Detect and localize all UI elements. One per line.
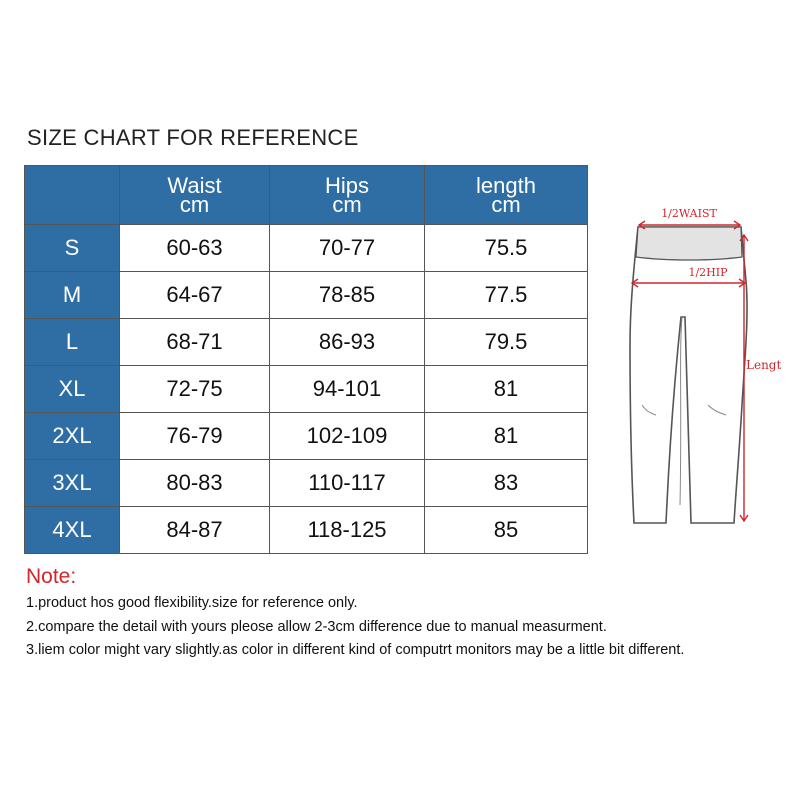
size-cell: 4XL [24,506,120,554]
waist-cell: 72-75 [119,365,270,413]
size-cell: L [24,318,120,366]
note-item-2: 2.compare the detail with yours pleose a… [26,619,607,635]
waist-cell: 68-71 [119,318,270,366]
header-corner-cell [24,165,120,225]
header-waist-unit: cm [179,192,210,217]
size-cell: XL [24,365,120,413]
table-row: L 68-71 86-93 79.5 [24,318,588,366]
hips-cell: 70-77 [269,224,425,272]
size-cell: 3XL [24,459,120,507]
header-hips-name: Hips [324,173,369,198]
waistband-icon [635,226,743,261]
length-cell: 77.5 [424,271,588,319]
table-row: S 60-63 70-77 75.5 [24,224,588,272]
length-cell: 81 [424,365,588,413]
length-cell: 81 [424,412,588,460]
waist-cell: 60-63 [119,224,270,272]
note-item-1: 1.product hos good flexibility.size for … [26,595,358,611]
note-title: Note: [26,565,77,588]
hips-cell: 86-93 [269,318,425,366]
hip-measure-label: 1/2HIP [688,266,728,279]
table-row: 2XL 76-79 102-109 81 [24,412,588,460]
header-length: length cm [424,165,588,225]
size-cell: 2XL [24,412,120,460]
size-chart-table: Waist cm Hips cm length cm S 60-63 70-77… [24,165,588,554]
size-cell: M [24,271,120,319]
table-row: XL 72-75 94-101 81 [24,365,588,413]
length-cell: 75.5 [424,224,588,272]
header-waist-name: Waist [167,173,222,198]
hips-cell: 118-125 [269,506,425,554]
table-row: M 64-67 78-85 77.5 [24,271,588,319]
header-hips: Hips cm [269,165,425,225]
hips-cell: 102-109 [269,412,425,460]
header-waist: Waist cm [119,165,270,225]
waist-cell: 84-87 [119,506,270,554]
waist-cell: 80-83 [119,459,270,507]
length-cell: 83 [424,459,588,507]
header-length-name: length [476,173,536,198]
table-row: 3XL 80-83 110-117 83 [24,459,588,507]
page-title: SIZE CHART FOR REFERENCE [27,125,359,150]
hips-cell: 94-101 [269,365,425,413]
length-cell: 79.5 [424,318,588,366]
hips-cell: 110-117 [269,459,425,507]
waist-cell: 64-67 [119,271,270,319]
waist-measure-label: 1/2WAIST [661,207,717,220]
table-row: 4XL 84-87 118-125 85 [24,506,588,554]
size-cell: S [24,224,120,272]
table-header-row: Waist cm Hips cm length cm [24,165,588,225]
length-measure-label: Lengt [746,358,781,372]
header-hips-unit: cm [332,192,362,217]
pants-diagram: 1/2WAIST 1/2HIP Lengt [629,207,781,524]
hips-cell: 78-85 [269,271,425,319]
length-cell: 85 [424,506,588,554]
note-item-3: 3.liem color might vary slightly.as colo… [26,642,685,658]
waist-cell: 76-79 [119,412,270,460]
header-length-unit: cm [491,192,521,217]
